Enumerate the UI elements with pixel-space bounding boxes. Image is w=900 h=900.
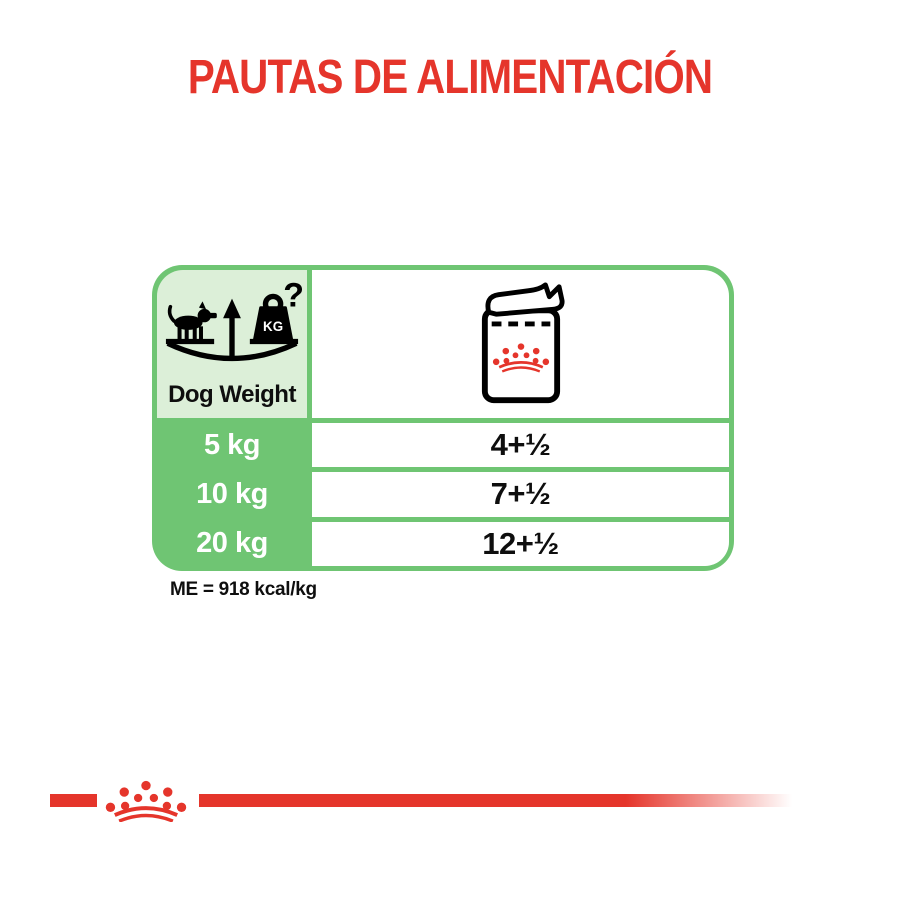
- pouches-cell: 4+½: [312, 423, 729, 468]
- footer-bar-right-segment: [199, 794, 792, 807]
- pouches-cell: 12+½: [312, 521, 729, 566]
- weight-cell: 10 kg: [196, 477, 268, 510]
- question-mark: ?: [283, 279, 304, 315]
- dog-weight-header-cell: KG ? Dog Weight: [157, 270, 307, 418]
- footer-bar-left-segment: [50, 794, 97, 807]
- dog-weight-scale-icon: KG ?: [165, 279, 304, 362]
- wet-food-pouch-icon: [481, 281, 565, 403]
- kg-label: KG: [263, 319, 283, 334]
- pouch-torn-flap: [484, 281, 565, 317]
- metabolizable-energy-note: ME = 918 kcal/kg: [170, 579, 317, 600]
- feeding-table: KG ? Dog Weight 5 kg 4+½ 10 kg 7+½ 20 kg…: [152, 265, 734, 571]
- pouches-cell: 7+½: [312, 472, 729, 517]
- weight-cell: 20 kg: [196, 527, 268, 560]
- pouch-header-cell: [312, 270, 729, 418]
- dog-icon: [167, 301, 217, 340]
- weight-cell: 5 kg: [203, 428, 261, 461]
- royal-canin-crown-icon: [103, 778, 189, 822]
- dog-weight-label: Dog Weight: [168, 381, 296, 408]
- kg-weight-icon: KG: [252, 293, 294, 342]
- page-title: PAUTAS DE ALIMENTACIÓN: [187, 51, 713, 104]
